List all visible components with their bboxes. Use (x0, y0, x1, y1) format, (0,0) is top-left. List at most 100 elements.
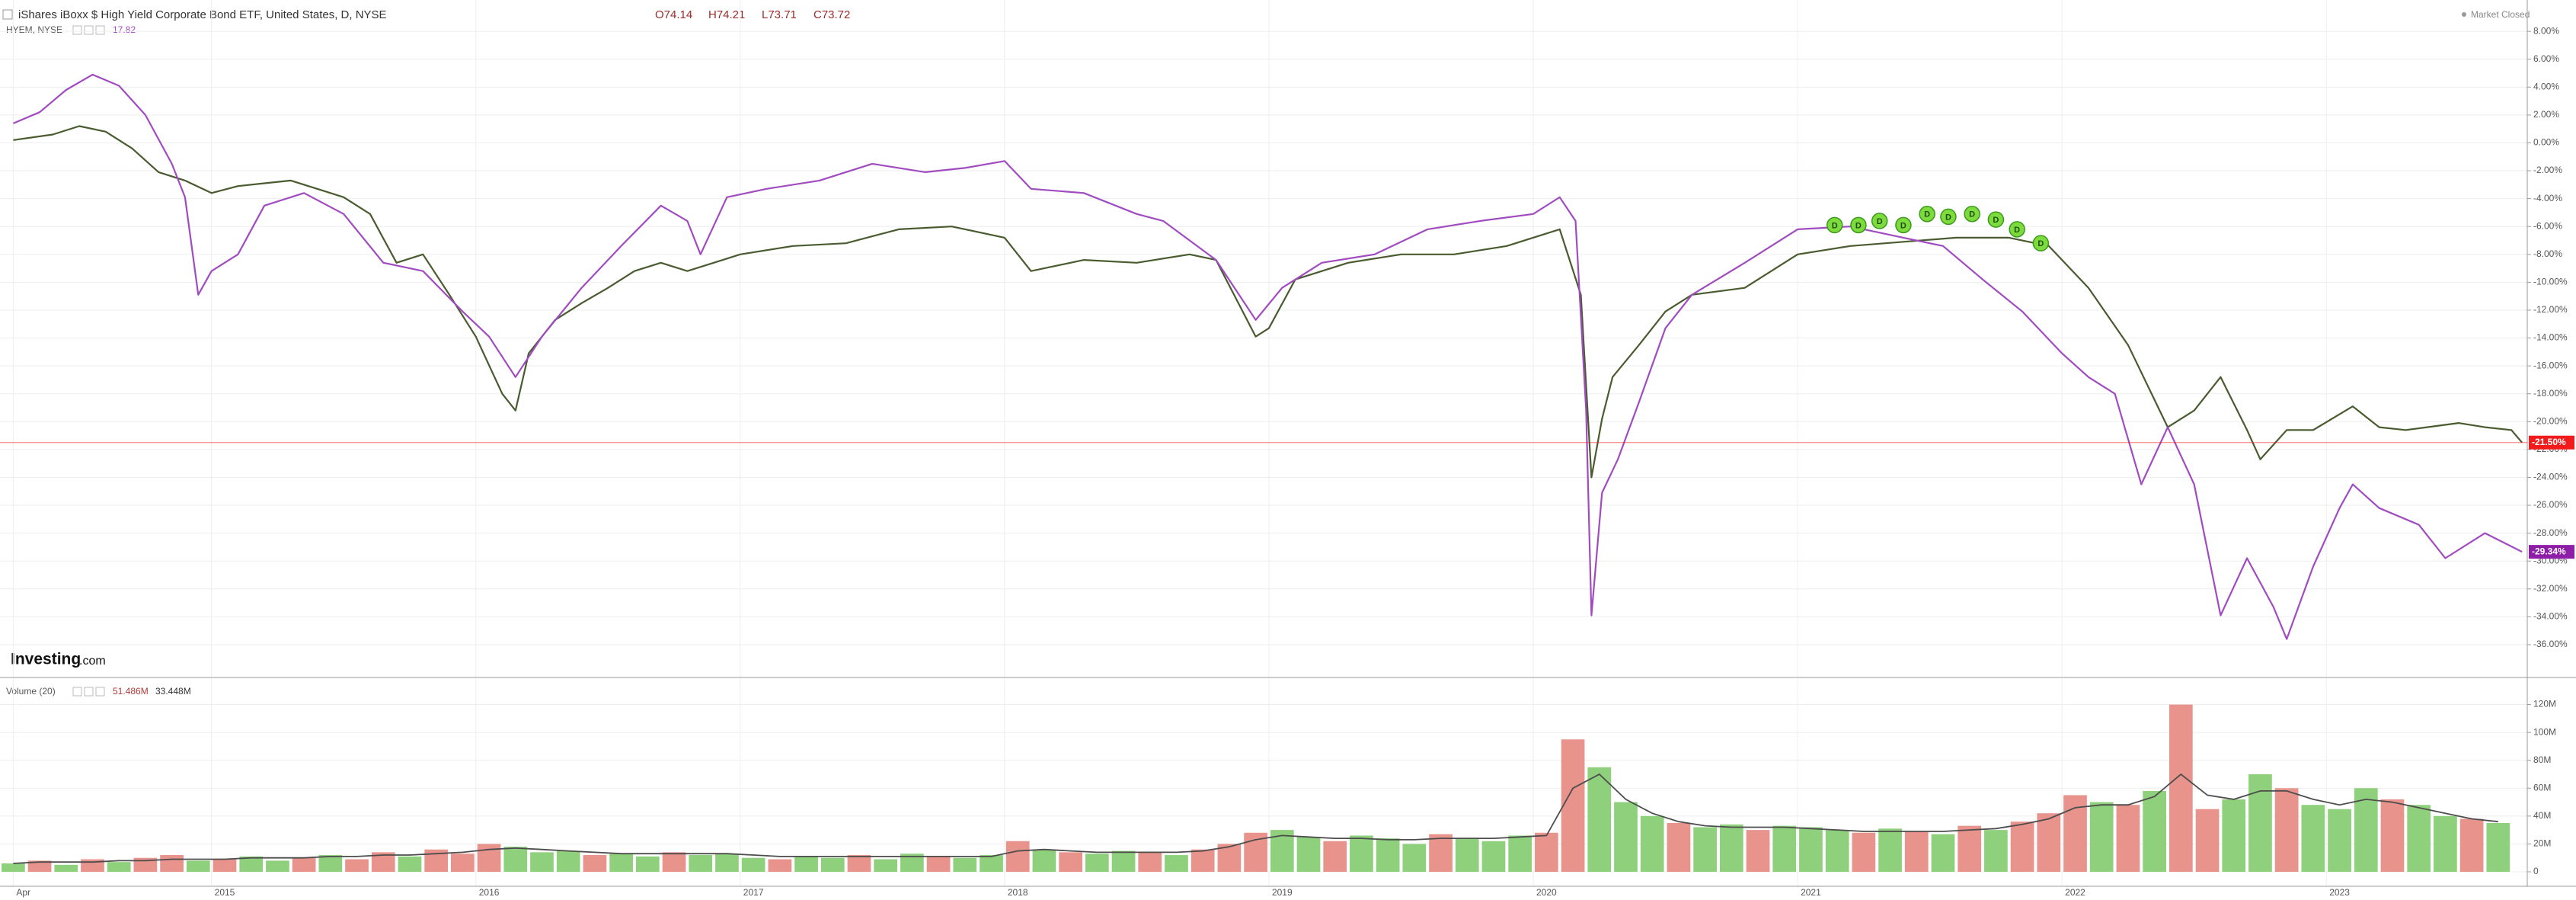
volume-bar (768, 859, 792, 872)
volume-bar (1799, 827, 1823, 872)
volume-bar (2407, 805, 2431, 872)
volume-bar (1059, 852, 1082, 872)
volume-bar (1931, 834, 1955, 872)
volume-bar (1693, 827, 1717, 872)
x-tick-label: 2020 (1536, 887, 1557, 898)
legend-icon[interactable] (84, 687, 94, 697)
x-tick-label: 2016 (479, 887, 500, 898)
volume-bar (1772, 825, 1797, 872)
volume-bar (1614, 802, 1638, 872)
y-tick-label: -20.00% (2533, 415, 2568, 426)
volume-bar (1005, 841, 1030, 872)
logo-brand: Investing (11, 651, 81, 668)
volume-bar (1508, 835, 1532, 872)
volume-bar (27, 860, 52, 872)
x-tick-label: Apr (16, 887, 30, 898)
y-tick-label: -24.00% (2533, 472, 2568, 482)
ohlc-close: C73.72 (813, 8, 850, 21)
volume-bar (2354, 788, 2378, 872)
y-tick-label: -26.00% (2533, 499, 2568, 510)
volume-bar (953, 857, 977, 872)
y-tick-label: 40M (2533, 810, 2551, 821)
volume-bar (318, 855, 343, 872)
volume-bar (1323, 841, 1347, 872)
dividend-marker (1987, 211, 2005, 228)
y-tick-label: -6.00% (2533, 220, 2562, 231)
volume-bar (1350, 835, 1373, 872)
volume-bar (477, 844, 501, 872)
ohlc-low: L73.71 (762, 8, 797, 21)
volume-bar (2248, 773, 2272, 872)
volume-bar (2301, 805, 2325, 872)
y-tick-label: 20M (2533, 838, 2551, 849)
volume-bar (2, 863, 25, 872)
volume-bar (1165, 855, 1188, 872)
legend-icon[interactable] (84, 25, 94, 35)
moving-average-line (13, 773, 2498, 864)
legend-name: HYEM, NYSE (6, 24, 62, 35)
volume-bar (1402, 844, 1427, 872)
ohlc-open: O74.14 (655, 8, 692, 21)
dividend-label: D (1969, 210, 1975, 219)
volume-bar (503, 847, 528, 872)
legend-value: 17.82 (113, 24, 136, 35)
volume-bar (741, 857, 765, 872)
volume-bar (2143, 790, 2166, 872)
volume-bar (2222, 799, 2246, 872)
volume-bar (820, 857, 845, 872)
dividend-label: D (1945, 213, 1951, 222)
volume-bar (2037, 813, 2061, 872)
x-tick-label: 2018 (1008, 887, 1028, 898)
volume-bar (635, 856, 660, 872)
volume-bar (1111, 850, 1136, 872)
x-tick-label: 2019 (1272, 887, 1293, 898)
volume-bar (1191, 849, 1215, 872)
ohlc-high: H74.21 (708, 8, 745, 21)
dividend-label: D (1832, 221, 1838, 230)
chart-title: iShares iBoxx $ High Yield Corporate Bon… (18, 8, 387, 21)
volume-bar (2010, 822, 2034, 872)
dividend-marker (1895, 216, 1912, 234)
y-tick-label: 8.00% (2533, 25, 2559, 36)
volume-bar (874, 859, 898, 872)
volume-bar (530, 852, 554, 872)
volume-bar (847, 855, 871, 872)
logo-suffix: .com (79, 655, 106, 668)
price-label: -29.34% (2532, 546, 2566, 556)
y-tick-label: -34.00% (2533, 611, 2568, 622)
collapse-icon[interactable] (2, 9, 13, 20)
volume-bar (715, 854, 739, 872)
price-label: -21.50% (2532, 437, 2566, 447)
volume-bar (213, 859, 237, 872)
legend-icon[interactable] (95, 687, 105, 697)
dividend-label: D (1924, 210, 1930, 219)
volume-bar (2169, 704, 2193, 872)
y-tick-label: -10.00% (2533, 277, 2568, 287)
y-tick-label: 80M (2533, 754, 2551, 765)
volume-bar (1376, 838, 1400, 872)
volume-bar (1640, 815, 1664, 872)
legend-icon[interactable] (72, 25, 82, 35)
volume-ma-value: 33.448M (155, 686, 191, 697)
volume-bar (451, 854, 475, 872)
x-tick-label: 2023 (2329, 887, 2350, 898)
y-tick-label: -36.00% (2533, 639, 2568, 649)
volume-bar (2459, 818, 2484, 872)
y-tick-label: -4.00% (2533, 193, 2562, 203)
volume-bar (1852, 832, 1876, 872)
volume-bar (1878, 828, 1902, 872)
volume-bar (583, 855, 607, 872)
dividend-label: D (2014, 226, 2020, 235)
dividend-label: D (1877, 217, 1883, 226)
dividend-label: D (1855, 221, 1862, 230)
legend-icon[interactable] (72, 687, 82, 697)
volume-bar (292, 857, 316, 872)
volume-bar (1429, 834, 1453, 872)
y-tick-label: -28.00% (2533, 527, 2568, 538)
volume-bar (1296, 837, 1321, 872)
volume-bar (107, 862, 131, 872)
legend-icon[interactable] (95, 25, 105, 35)
